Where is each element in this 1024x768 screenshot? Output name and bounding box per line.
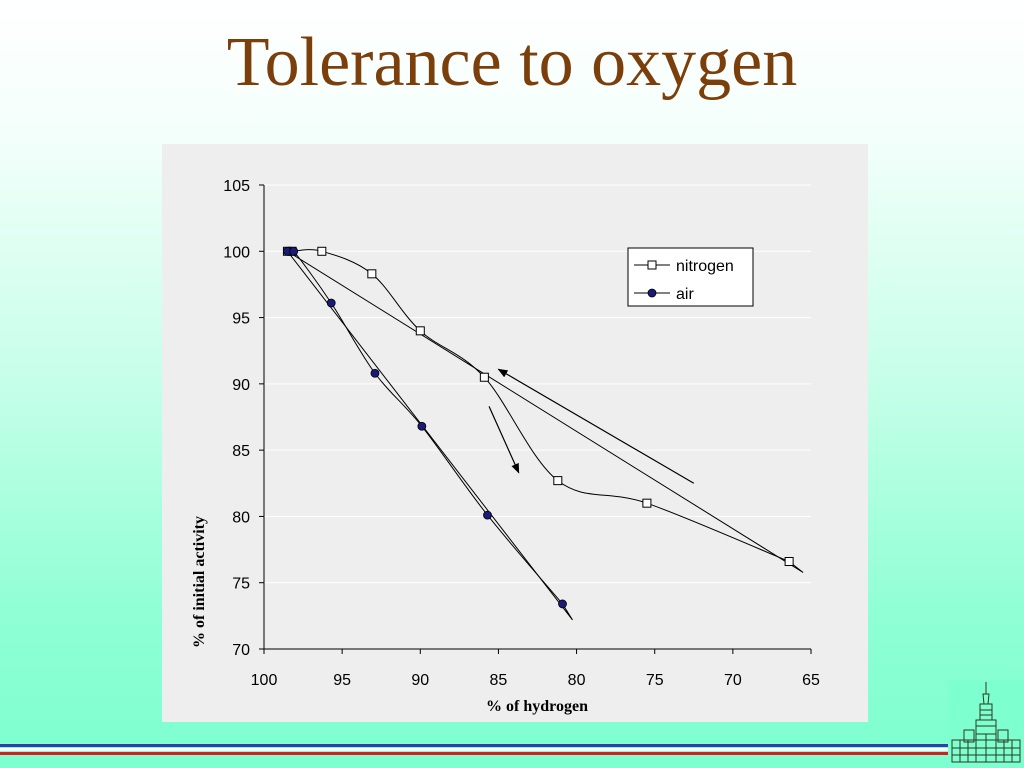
x-tick-label-65: 65 [802,672,820,689]
series-air-point-5 [483,510,492,520]
legend-box [627,247,754,307]
university-building-emblem [948,680,1024,766]
slide-title: Tolerance to oxygen [226,24,798,101]
legend-air-label: air [676,286,694,303]
y-axis-title: % of initial activity [191,516,208,648]
series-air-point-2 [326,298,336,308]
annotation-layer [488,368,695,484]
x-tick-label-100: 100 [251,672,278,689]
series-air-point-3 [370,368,380,378]
chart-area: 105 100 95 90 85 80 75 70 100 95 90 85 80 75 70 65 % of… [162,144,868,722]
y-tick-label-80: 80 [232,509,250,526]
legend-air-marker [647,288,657,298]
x-tick-label-70: 70 [724,672,742,689]
series-nitrogen-point-8 [784,557,794,567]
x-tick-label-75: 75 [646,672,664,689]
x-tick-label-85: 85 [490,672,508,689]
series-nitrogen-point-4 [415,326,425,336]
series-nitrogen-point-2 [317,246,327,256]
series-air-point-4 [417,421,427,431]
stripe-blue [0,744,950,747]
stripe-red [0,752,950,755]
footer-stripes [0,744,950,758]
series-air-point-6 [558,599,567,609]
y-tick-label-85: 85 [232,443,250,460]
x-tick-label-95: 95 [333,672,351,689]
series-air-point-1 [289,246,299,256]
x-axis-title: % of hydrogen [486,698,588,715]
y-tick-label-70: 70 [232,642,250,659]
series-layer [282,246,804,621]
legend-nitrogen-marker [647,260,657,270]
stripe-white [0,748,950,751]
series-nitrogen-point-5 [479,372,489,382]
x-tick-label-90: 90 [411,672,429,689]
legend-nitrogen-label: nitrogen [676,258,734,275]
y-tick-label-90: 90 [232,377,250,394]
y-tick-label-100: 100 [223,244,250,261]
chart-legend: nitrogen air [627,247,754,307]
series-nitrogen-point-3 [367,269,377,279]
series-nitrogen-point-7 [642,498,652,508]
series-nitrogen-point-6 [553,476,563,486]
grid-layer [264,184,811,584]
annotation-arrow-1 [488,406,520,474]
x-tick-label-80: 80 [568,672,586,689]
y-tick-label-105: 105 [223,178,250,195]
y-tick-label-95: 95 [232,311,250,328]
annotation-arrow-0 [497,368,695,484]
y-tick-label-75: 75 [232,576,250,593]
